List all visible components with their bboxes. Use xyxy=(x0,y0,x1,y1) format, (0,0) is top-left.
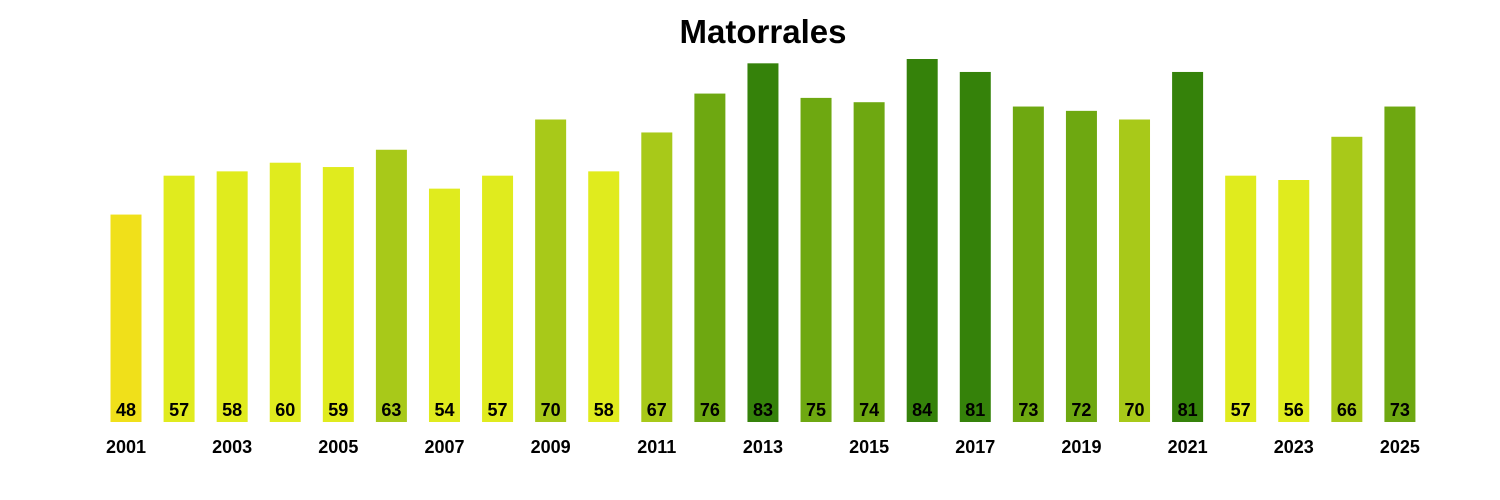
bar-2018 xyxy=(1012,106,1044,422)
bar-2003 xyxy=(216,171,248,422)
value-label-2012: 76 xyxy=(700,400,720,420)
bar-2007 xyxy=(428,188,460,422)
value-label-2019: 72 xyxy=(1071,400,1091,420)
value-label-2014: 75 xyxy=(806,400,826,420)
x-tick-label-2013: 2013 xyxy=(743,437,783,457)
bar-2009 xyxy=(535,119,567,422)
bar-2019 xyxy=(1065,110,1097,423)
bar-2014 xyxy=(800,97,832,422)
value-label-2004: 60 xyxy=(275,400,295,420)
bar-2008 xyxy=(482,175,514,422)
bar-2020 xyxy=(1119,119,1151,422)
value-label-2022: 57 xyxy=(1231,400,1251,420)
value-label-2006: 63 xyxy=(381,400,401,420)
value-label-2021: 81 xyxy=(1178,400,1198,420)
bar-2023 xyxy=(1278,180,1310,422)
bar-2010 xyxy=(588,171,620,422)
bar-2005 xyxy=(322,167,354,422)
x-tick-label-2009: 2009 xyxy=(531,437,571,457)
value-labels-group: 48 57 58 60 59 63 54 57 70 58 67 76 83 75 74 84 81 73 72 70… xyxy=(116,400,1410,420)
value-label-2007: 54 xyxy=(434,400,454,420)
value-label-2008: 57 xyxy=(488,400,508,420)
value-label-2003: 58 xyxy=(222,400,242,420)
bar-2015 xyxy=(853,102,885,423)
bar-2011 xyxy=(641,132,673,422)
bar-2017 xyxy=(959,71,991,423)
x-tick-label-2025: 2025 xyxy=(1380,437,1420,457)
bar-2006 xyxy=(375,149,407,422)
bar-2001 xyxy=(110,214,142,422)
value-label-2023: 56 xyxy=(1284,400,1304,420)
x-tick-label-2011: 2011 xyxy=(637,437,676,457)
chart-title: Matorrales xyxy=(680,13,847,50)
x-tick-label-2005: 2005 xyxy=(318,437,358,457)
value-label-2017: 81 xyxy=(965,400,985,420)
bar-2004 xyxy=(269,162,301,422)
bar-2024 xyxy=(1331,136,1363,423)
bar-2025 xyxy=(1384,106,1416,422)
x-axis-tick-labels: 2001 2003 2005 2007 2009 2011 2013 2015 2017 2019… xyxy=(106,437,1420,457)
x-tick-label-2001: 2001 xyxy=(106,437,146,457)
value-label-2013: 83 xyxy=(753,400,773,420)
value-label-2009: 70 xyxy=(541,400,561,420)
bar-2002 xyxy=(163,175,195,422)
value-label-2024: 66 xyxy=(1337,400,1357,420)
x-tick-label-2021: 2021 xyxy=(1168,437,1208,457)
x-tick-label-2017: 2017 xyxy=(955,437,995,457)
x-tick-label-2015: 2015 xyxy=(849,437,889,457)
bar-2012 xyxy=(694,93,726,422)
bar-2013 xyxy=(747,63,779,422)
bar-2021 xyxy=(1172,71,1204,423)
value-label-2018: 73 xyxy=(1018,400,1038,420)
value-label-2001: 48 xyxy=(116,400,136,420)
bars-group xyxy=(110,59,1416,423)
x-tick-label-2019: 2019 xyxy=(1061,437,1101,457)
value-label-2011: 67 xyxy=(647,400,667,420)
x-tick-label-2007: 2007 xyxy=(424,437,464,457)
value-label-2016: 84 xyxy=(912,400,932,420)
value-label-2025: 73 xyxy=(1390,400,1410,420)
value-label-2020: 70 xyxy=(1125,400,1145,420)
value-label-2010: 58 xyxy=(594,400,614,420)
x-tick-label-2003: 2003 xyxy=(212,437,252,457)
value-label-2015: 74 xyxy=(859,400,879,420)
x-tick-label-2023: 2023 xyxy=(1274,437,1314,457)
value-label-2005: 59 xyxy=(328,400,348,420)
bar-2022 xyxy=(1225,175,1257,422)
bar-2016 xyxy=(906,59,938,422)
value-label-2002: 57 xyxy=(169,400,189,420)
